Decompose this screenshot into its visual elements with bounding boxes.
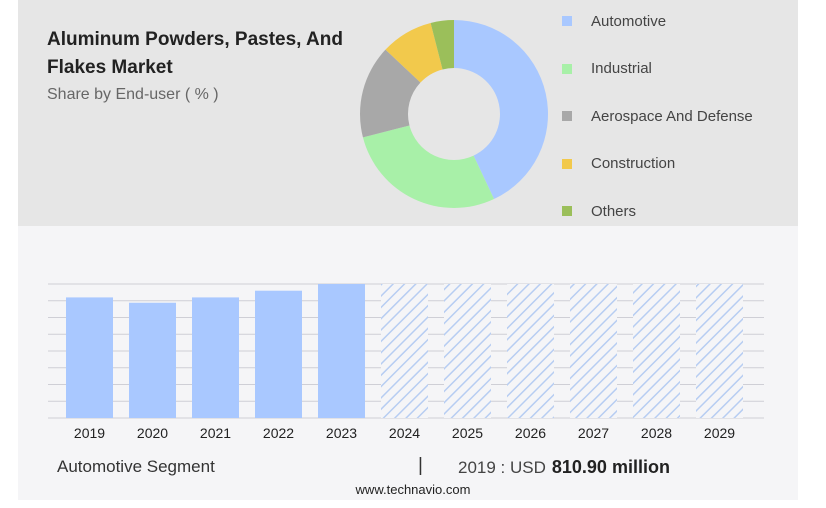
legend-item-others: Others (562, 201, 636, 221)
x-tick-label-2023: 2023 (326, 425, 357, 441)
bar-2026 (507, 284, 554, 418)
x-tick-label-2021: 2021 (200, 425, 231, 441)
donut-slice-others (430, 20, 454, 70)
segment-stat: 2019 : USD 810.90 million (458, 457, 670, 478)
legend-label: Aerospace And Defense (591, 107, 753, 125)
x-tick-label-2029: 2029 (704, 425, 735, 441)
legend-item-construction: Construction (562, 154, 675, 174)
legend-item-industrial: Industrial (562, 59, 652, 79)
legend-item-aerospace-and-defense: Aerospace And Defense (562, 106, 753, 126)
bar-2029 (696, 284, 743, 418)
chart-subtitle: Share by End-user ( % ) (47, 86, 219, 103)
bar-2024 (381, 284, 428, 418)
bar-chart: 2019 2020 2021 2022 2023 2024 2025 2026 2027 2028… (48, 283, 764, 441)
bar-2021 (192, 297, 239, 418)
donut-slice-aerospace-and-defense (360, 49, 421, 138)
donut-slice-construction (385, 22, 443, 83)
legend-swatch (562, 206, 572, 216)
bar-2025 (444, 284, 491, 418)
x-tick-label-2027: 2027 (578, 425, 609, 441)
legend-swatch (562, 158, 572, 169)
legend-swatch (562, 16, 572, 26)
x-tick-label-2028: 2028 (641, 425, 672, 441)
bar-2022 (255, 290, 302, 418)
bar-2028 (633, 284, 680, 418)
stat-divider: | (418, 455, 423, 476)
donut-chart (360, 20, 548, 208)
footer-url: www.technavio.com (355, 482, 471, 497)
segment-label: Automotive Segment (57, 457, 215, 476)
stat-year-prefix: 2019 : USD (458, 458, 546, 477)
x-tick-label-2022: 2022 (263, 425, 294, 441)
legend-swatch (562, 63, 572, 74)
bar-2027 (570, 284, 617, 418)
x-tick-label-2024: 2024 (389, 425, 420, 441)
bar-2020 (129, 302, 176, 418)
x-tick-label-2020: 2020 (137, 425, 168, 441)
legend-item-automotive: Automotive (562, 11, 666, 31)
legend-label: Automotive (591, 12, 667, 30)
legend-label: Construction (591, 155, 676, 172)
bar-2023 (318, 284, 365, 418)
x-tick-label-2026: 2026 (515, 425, 546, 441)
donut-slice-industrial (362, 125, 495, 208)
stat-value: 810.90 million (551, 457, 670, 477)
legend-label: Others (591, 202, 637, 220)
bar-2019 (66, 297, 113, 418)
x-tick-label-2025: 2025 (452, 425, 483, 441)
x-tick-label-2019: 2019 (74, 425, 105, 441)
chart-title: Aluminum Powders, Pastes, And Flakes Mar… (47, 29, 343, 78)
legend-swatch (562, 111, 572, 121)
donut-slice-automotive (454, 20, 548, 200)
legend-label: Industrial (591, 60, 652, 77)
